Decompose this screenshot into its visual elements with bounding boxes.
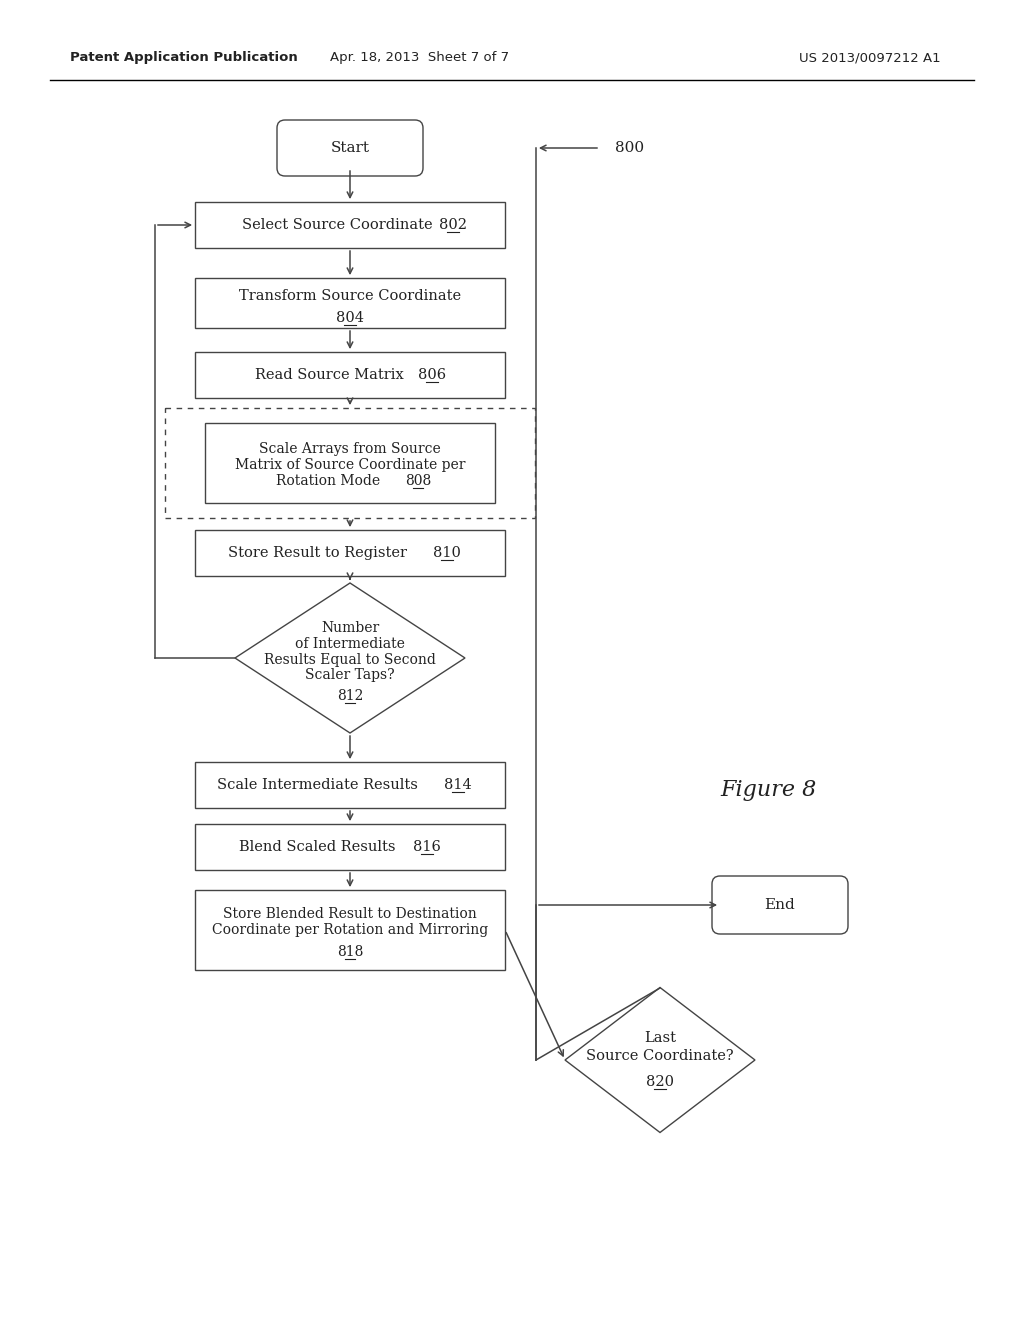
Text: Number: Number <box>321 620 379 635</box>
Text: Last: Last <box>644 1031 676 1045</box>
Text: Scale Arrays from Source: Scale Arrays from Source <box>259 442 441 455</box>
Text: 812: 812 <box>337 689 364 704</box>
Text: 802: 802 <box>439 218 467 232</box>
Text: Blend Scaled Results: Blend Scaled Results <box>240 840 400 854</box>
Text: End: End <box>765 898 796 912</box>
Text: Results Equal to Second: Results Equal to Second <box>264 653 436 667</box>
Bar <box>195 762 505 808</box>
Bar <box>195 279 505 327</box>
Text: 820: 820 <box>646 1074 674 1089</box>
Text: of Intermediate: of Intermediate <box>295 638 404 651</box>
Text: Coordinate per Rotation and Mirroring: Coordinate per Rotation and Mirroring <box>212 923 488 937</box>
Bar <box>195 824 505 870</box>
Text: US 2013/0097212 A1: US 2013/0097212 A1 <box>799 51 941 65</box>
Text: Patent Application Publication: Patent Application Publication <box>70 51 298 65</box>
Text: Store Blended Result to Destination: Store Blended Result to Destination <box>223 907 477 921</box>
Text: Scaler Taps?: Scaler Taps? <box>305 668 395 682</box>
Text: Select Source Coordinate: Select Source Coordinate <box>243 218 437 232</box>
Text: 816: 816 <box>413 840 441 854</box>
Bar <box>165 408 535 517</box>
Bar <box>195 531 505 576</box>
Text: Read Source Matrix: Read Source Matrix <box>255 368 409 381</box>
Text: 808: 808 <box>404 474 431 488</box>
Text: 810: 810 <box>433 546 461 560</box>
Bar <box>195 352 505 399</box>
Text: Rotation Mode: Rotation Mode <box>275 474 384 488</box>
Bar <box>195 890 505 970</box>
Bar <box>195 202 505 248</box>
Text: Apr. 18, 2013  Sheet 7 of 7: Apr. 18, 2013 Sheet 7 of 7 <box>331 51 510 65</box>
Text: Transform Source Coordinate: Transform Source Coordinate <box>239 289 461 304</box>
Text: 806: 806 <box>418 368 446 381</box>
Polygon shape <box>234 583 465 733</box>
Text: Matrix of Source Coordinate per: Matrix of Source Coordinate per <box>234 458 465 473</box>
Text: Scale Intermediate Results: Scale Intermediate Results <box>217 777 423 792</box>
Bar <box>205 422 495 503</box>
Text: 814: 814 <box>444 777 472 792</box>
Text: Figure 8: Figure 8 <box>720 779 816 801</box>
Text: Source Coordinate?: Source Coordinate? <box>586 1049 734 1063</box>
Polygon shape <box>565 987 755 1133</box>
Text: 804: 804 <box>336 312 364 325</box>
Text: 800: 800 <box>615 141 644 154</box>
FancyBboxPatch shape <box>278 120 423 176</box>
Text: 818: 818 <box>337 945 364 960</box>
Text: Start: Start <box>331 141 370 154</box>
FancyBboxPatch shape <box>712 876 848 935</box>
Text: Store Result to Register: Store Result to Register <box>228 546 412 560</box>
